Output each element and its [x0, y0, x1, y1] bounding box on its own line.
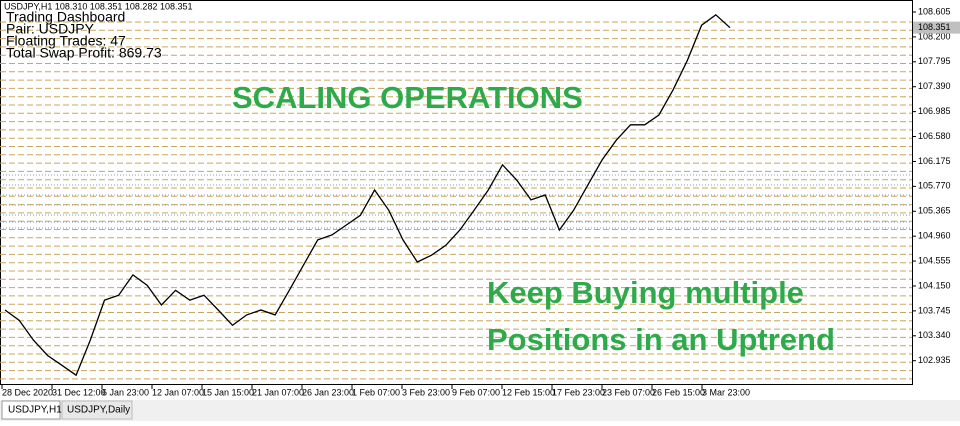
x-tick-label: 12 Feb 15:00 [502, 387, 555, 397]
tab[interactable] [1, 400, 61, 420]
y-tick-label: 107.795 [918, 56, 951, 66]
current-price-label: 108.351 [918, 22, 951, 32]
x-tick-label: 15 Jan 15:00 [202, 387, 254, 397]
dashboard-pair: Pair: USDJPY [6, 21, 95, 37]
price-line [4, 13, 731, 377]
y-tick-label: 103.340 [918, 330, 951, 340]
level-lines [0, 21, 912, 380]
y-tick-label: 106.175 [918, 156, 951, 166]
x-tick-label: 3 Feb 23:00 [402, 387, 450, 397]
x-tick-label: 31 Dec 12:00 [52, 387, 106, 397]
x-tick-label: 28 Dec 2020 [2, 387, 53, 397]
y-tick-label: 106.985 [918, 106, 951, 116]
x-tick-label: 17 Feb 23:00 [552, 387, 605, 397]
y-tick-label: 108.200 [918, 31, 951, 41]
y-tick-label: 108.605 [918, 6, 951, 16]
dashboard-floating: Floating Trades: 47 [6, 33, 126, 49]
y-tick-label: 107.390 [918, 81, 951, 91]
annotation: SCALING OPERATIONS [232, 80, 583, 115]
dashboard-swap: Total Swap Profit: 869.73 [6, 45, 162, 61]
y-tick-label: 103.745 [918, 305, 951, 315]
y-tick-label: 104.150 [918, 280, 951, 290]
y-tick-label: 105.365 [918, 206, 951, 216]
tab-label[interactable]: USDJPY,H1 [8, 405, 62, 416]
y-tick-label: 106.580 [918, 131, 951, 141]
x-tick-label: 26 Jan 23:00 [302, 387, 354, 397]
x-tick-label: 6 Jan 23:00 [102, 387, 149, 397]
y-tick-label: 105.770 [918, 181, 951, 191]
x-tick-label: 12 Jan 07:00 [152, 387, 204, 397]
tab-bar [0, 400, 960, 421]
annotation: Keep Buying multiple [487, 275, 804, 310]
x-tick-label: 1 Feb 07:00 [352, 387, 400, 397]
dashboard-title: Trading Dashboard [6, 9, 125, 25]
chart-frame [0, 0, 913, 385]
x-tick-label: 3 Mar 23:00 [702, 387, 750, 397]
current-price-box [913, 21, 960, 34]
y-tick-label: 102.935 [918, 355, 951, 365]
y-tick-label: 104.960 [918, 231, 951, 241]
x-tick-label: 23 Feb 07:00 [602, 387, 655, 397]
annotation: Positions in an Uptrend [487, 322, 835, 357]
chart-header: USDJPY,H1 108.310 108.351 108.282 108.35… [4, 1, 193, 11]
x-tick-label: 21 Jan 07:00 [252, 387, 304, 397]
y-tick-label: 104.555 [918, 255, 951, 265]
tab[interactable] [61, 400, 133, 420]
tab-label[interactable]: USDJPY,Daily [67, 405, 130, 416]
x-tick-label: 26 Feb 15:00 [652, 387, 705, 397]
x-tick-label: 9 Feb 07:00 [452, 387, 500, 397]
